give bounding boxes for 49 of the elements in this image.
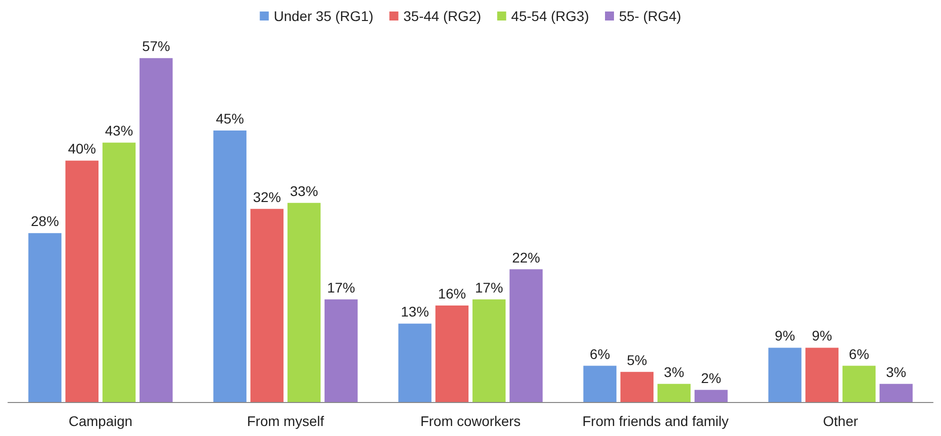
data-label: 9% — [812, 328, 832, 344]
data-label: 33% — [290, 182, 318, 199]
data-label: 3% — [886, 364, 906, 380]
data-label: 2% — [700, 370, 722, 386]
legend-label: Under 35 (RG1) — [274, 8, 374, 24]
x-tick-label: Campaign — [68, 413, 132, 429]
bar — [768, 348, 802, 402]
legend-label: 45-54 (RG3) — [511, 8, 589, 24]
data-label: 57% — [142, 38, 170, 54]
x-tick-label: From coworkers — [420, 413, 521, 429]
data-label: 40% — [68, 140, 96, 157]
bar — [620, 372, 654, 402]
bar — [880, 384, 913, 402]
data-label: 28% — [30, 213, 59, 230]
bar — [657, 384, 691, 402]
bar — [435, 305, 469, 402]
bar — [324, 299, 358, 402]
data-label: 43% — [105, 122, 134, 139]
bar — [287, 202, 321, 402]
data-label: 16% — [438, 285, 466, 302]
data-label: 13% — [400, 304, 429, 320]
data-label: 6% — [590, 346, 610, 362]
bar — [694, 390, 728, 402]
data-label: 6% — [848, 346, 870, 362]
bar — [140, 58, 173, 402]
legend-label: 55- (RG4) — [618, 8, 682, 24]
data-label: 3% — [664, 364, 684, 380]
data-label: 32% — [252, 188, 281, 205]
bar — [28, 233, 62, 402]
data-label: 5% — [626, 352, 648, 368]
bar — [805, 348, 839, 402]
legend-label: 35-44 (RG2) — [403, 8, 482, 24]
x-tick-label: Other — [822, 413, 858, 429]
data-label: 22% — [512, 249, 540, 266]
bar — [583, 366, 616, 402]
bar — [842, 366, 876, 402]
data-label: 9% — [774, 328, 796, 344]
bar — [213, 130, 246, 402]
bar — [102, 142, 136, 402]
bar — [65, 160, 99, 402]
x-tick-label: From myself — [247, 413, 324, 429]
bar — [510, 269, 543, 402]
data-label: 45% — [216, 110, 244, 126]
bar — [472, 299, 506, 402]
bar — [250, 208, 284, 402]
data-label: 17% — [327, 279, 356, 296]
data-label: 17% — [475, 279, 504, 296]
x-tick-label: From friends and family — [582, 413, 729, 429]
bar — [398, 324, 432, 402]
